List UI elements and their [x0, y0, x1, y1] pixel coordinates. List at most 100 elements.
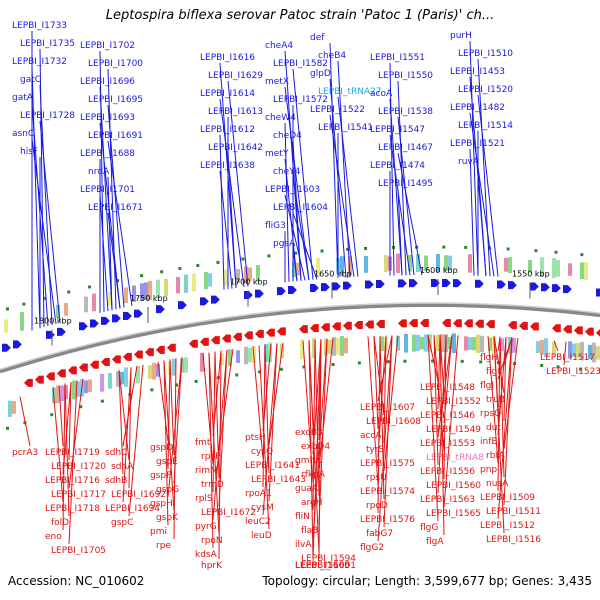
connector-line [68, 381, 72, 461]
gene-arrow [90, 319, 99, 328]
gene-label: metY [265, 149, 289, 159]
gene-arrow [134, 350, 143, 359]
cog-block [508, 257, 512, 273]
gene-arrow [398, 279, 407, 288]
gene-label: LEPBI_I1553 [420, 439, 475, 449]
connector-line [497, 336, 501, 492]
gene-label: LEPBI_I1728 [20, 111, 75, 121]
cog-block [108, 373, 112, 389]
marker-dot [364, 246, 368, 250]
gene-label: LEPBI_I1541 [318, 123, 373, 133]
gene-arrow [442, 319, 451, 328]
cog-block [220, 352, 224, 365]
gene-label: LEPBI_I1550 [378, 71, 433, 81]
gene-label: truB [486, 395, 505, 405]
marker-dot [506, 247, 510, 251]
gene-arrow [596, 288, 600, 297]
connector-line [427, 334, 439, 522]
gene-arrow [530, 282, 539, 291]
marker-dot [460, 359, 464, 363]
gene-label: flgH [480, 353, 498, 363]
genome-summary-text: Topology: circular; Length: 3,599,677 bp… [262, 574, 592, 588]
connector-line [318, 338, 334, 469]
gene-arrow [541, 283, 550, 292]
connector-line [31, 138, 57, 324]
cog-block [544, 338, 548, 358]
gene-label: rbfA [486, 451, 506, 461]
cog-block [248, 347, 252, 363]
gene-label: gspF [150, 471, 171, 481]
marker-dot [442, 245, 446, 249]
cog-block [264, 343, 268, 362]
gene-label: LEPBI_tRNA27 [318, 87, 382, 97]
connector-line [337, 96, 359, 277]
cog-block [540, 339, 544, 355]
connector-line [52, 386, 64, 503]
gene-label: LEPBI_I1556 [420, 467, 475, 477]
marker-dot [194, 379, 198, 383]
marker-dot [464, 245, 468, 249]
gene-label: LEPBI_I1467 [378, 143, 433, 153]
connector-line [443, 335, 459, 508]
gene-label: LEPBI_I1616 [200, 53, 255, 63]
connector-line [469, 148, 475, 276]
cog-block [172, 358, 176, 376]
connector-line [31, 66, 41, 329]
gene-arrow [354, 321, 363, 330]
gene-arrow [376, 280, 385, 289]
marker-dot [556, 365, 560, 369]
connector-line [163, 360, 175, 512]
gene-label: LEPBI_I1701 [80, 185, 135, 195]
connector-line [377, 335, 393, 542]
connector-line [318, 339, 322, 560]
gene-arrow [343, 321, 352, 330]
cog-block [4, 319, 8, 333]
connector-line [167, 359, 171, 470]
cog-block [424, 334, 428, 352]
gene-label: LEPBI_I1522 [310, 105, 365, 115]
gene-label: flgI [486, 367, 500, 377]
connector-line [427, 334, 439, 382]
gene-label: LEPBI_I1572 [273, 95, 328, 105]
gene-label: gspD [150, 443, 173, 453]
connector-line [377, 335, 381, 514]
connector-line [268, 342, 284, 446]
gene-label: rpsU [366, 473, 387, 483]
gene-label: gatA [12, 93, 34, 103]
gene-label: cheW4 [265, 113, 296, 123]
marker-dot [67, 290, 71, 294]
cog-block [444, 255, 448, 271]
gene-label: sdhC [105, 448, 127, 458]
connector-line [312, 339, 322, 560]
connector-line [219, 134, 225, 290]
cog-block [480, 335, 484, 353]
gene-label: LEPBI_I1629 [208, 71, 263, 81]
connector-line [284, 86, 310, 281]
cog-block [412, 334, 416, 352]
gene-arrow [79, 322, 88, 331]
gene-arrow [453, 279, 462, 288]
cog-block [568, 341, 572, 359]
cog-block [124, 367, 128, 387]
gene-arrow [46, 372, 55, 381]
gene-label: LEPBI_I1720 [51, 462, 106, 472]
connector-line [107, 104, 125, 308]
gene-arrow [2, 343, 11, 352]
connector-line [163, 360, 169, 526]
gene-label: infB [480, 437, 498, 447]
connector-line [314, 339, 320, 497]
gene-label: LEPBI_I1692 [111, 490, 166, 500]
connector-line [58, 385, 64, 447]
cog-block [528, 259, 532, 273]
marker-dot [241, 257, 245, 261]
gene-label: LEPBI_I1671 [88, 203, 143, 213]
gene-arrow [57, 369, 66, 378]
gene-arrow [178, 301, 187, 310]
gene-label: LEPBI_I1453 [450, 67, 505, 77]
gene-label: LEPBI_I1547 [370, 125, 425, 135]
cog-block [256, 265, 260, 282]
cog-block [124, 287, 128, 303]
gene-label: rpsO [480, 409, 501, 419]
connector-line [379, 335, 385, 500]
connector-line [469, 40, 479, 276]
